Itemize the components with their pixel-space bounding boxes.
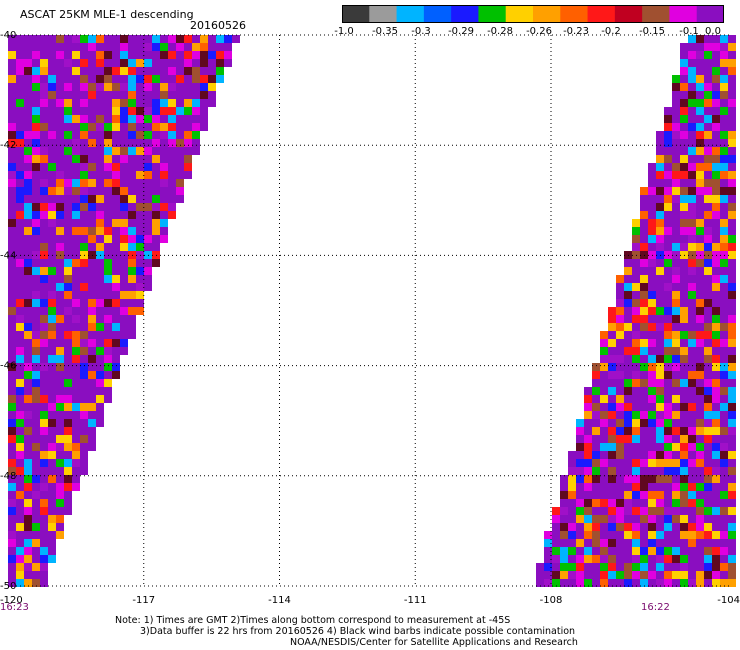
colorbar-tick-label: -0.26: [526, 26, 552, 37]
colorbar-tick-label: -0.28: [487, 26, 513, 37]
note-line-3: NOAA/NESDIS/Center for Satellite Applica…: [290, 637, 578, 648]
x-tick-label: -104: [717, 595, 740, 606]
colorbar-tick-label: -0.1: [679, 26, 699, 37]
footnotes: Note: 1) Times are GMT 2)Times along bot…: [0, 615, 740, 648]
y-tick-label: -44: [0, 250, 16, 261]
x-tick-label: -108: [540, 595, 563, 606]
y-tick-label: -50: [0, 581, 16, 592]
colorbar-segment: [478, 5, 507, 23]
colorbar-segment: [451, 5, 479, 23]
colorbar-tick-label: -0.29: [448, 26, 474, 37]
colorbar-segment: [587, 5, 616, 23]
colorbar-segment: [342, 5, 370, 23]
colorbar-tick-labels: -1.0 -0.35 -0.3 -0.29 -0.28 -0.26 -0.23 -0.2 -0.…: [330, 26, 740, 38]
colorbar-segment: [614, 5, 643, 23]
colorbar-segment: [642, 5, 670, 23]
note-line-1: Note: 1) Times are GMT 2)Times along bot…: [115, 615, 511, 626]
colorbar-tick-label: -0.23: [563, 26, 589, 37]
y-tick-label: -46: [0, 361, 16, 372]
colorbar-segment: [423, 5, 452, 23]
lat-lon-grid: [8, 34, 732, 587]
y-tick-label: -48: [0, 471, 16, 482]
colorbar-tick-label: -1.0: [334, 26, 354, 37]
colorbar-segment: [396, 5, 425, 23]
x-tick-label: -114: [268, 595, 291, 606]
colorbar: [342, 5, 724, 23]
y-tick-label: -40: [0, 30, 16, 41]
map-title: ASCAT 25KM MLE-1 descending: [20, 8, 194, 21]
colorbar-segment: [533, 5, 561, 23]
map-date: 20160526: [190, 19, 246, 32]
note-line-2: 3)Data buffer is 22 hrs from 20160526 4)…: [140, 626, 576, 637]
colorbar-tick-label: -0.35: [372, 26, 398, 37]
swath-cells: [8, 35, 736, 587]
colorbar-segment: [560, 5, 589, 23]
time-left: 16:23: [0, 602, 29, 613]
x-tick-label: -117: [132, 595, 155, 606]
colorbar-segment: [669, 5, 698, 23]
y-tick-label: -42: [0, 140, 16, 151]
colorbar-segment: [696, 5, 724, 23]
colorbar-segment: [505, 5, 534, 23]
x-tick-label: -120: [0, 595, 23, 606]
colorbar-tick-label: 0.0: [705, 26, 721, 37]
colorbar-segment: [369, 5, 398, 23]
colorbar-tick-label: -0.3: [411, 26, 431, 37]
time-right: 16:22: [641, 602, 670, 613]
colorbar-tick-label: -0.2: [601, 26, 621, 37]
colorbar-tick-label: -0.15: [639, 26, 665, 37]
x-tick-label: -111: [404, 595, 427, 606]
